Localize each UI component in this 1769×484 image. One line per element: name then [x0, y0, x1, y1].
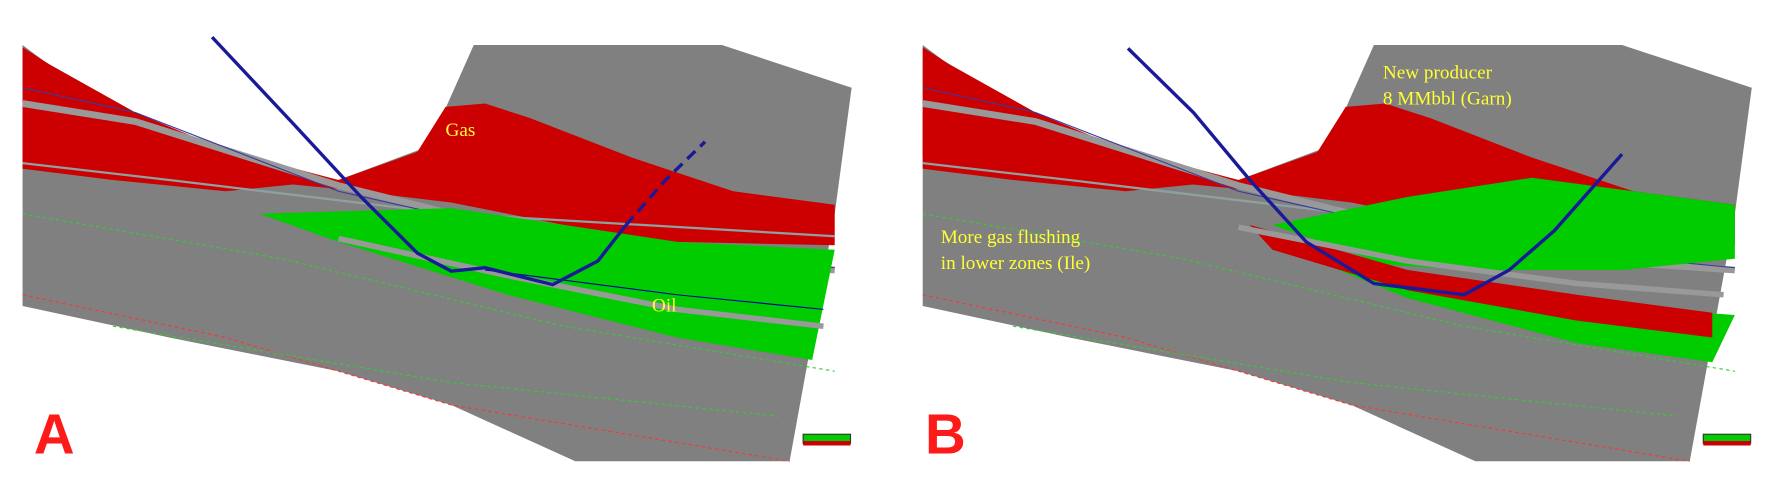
panel-label: A [34, 402, 75, 465]
annotation: 8 MMbbl (Garn) [1383, 89, 1512, 110]
panel-b: New producer 8 MMbbl (Garn) More gas flu… [923, 45, 1752, 465]
panel-label: B [925, 402, 966, 465]
annotation: in lower zones (Ile) [941, 253, 1091, 274]
annotation: More gas flushing [941, 227, 1081, 248]
panel-a: Gas Oil A [23, 35, 852, 465]
annotation: Oil [652, 296, 677, 317]
annotation: Gas [446, 120, 476, 141]
annotation: New producer [1383, 63, 1493, 84]
